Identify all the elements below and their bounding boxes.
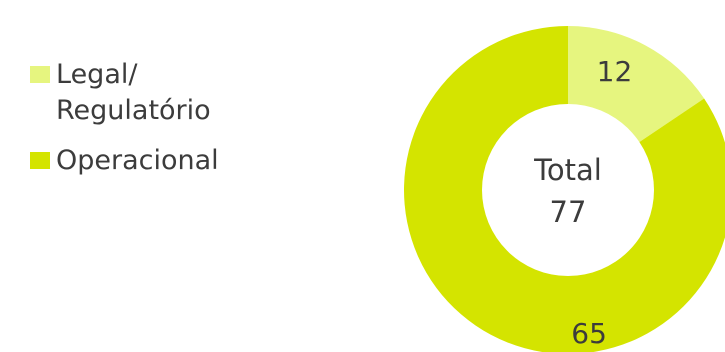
chart-legend: Legal/ Regulatório Operacional — [30, 57, 219, 193]
center-total-value: 77 — [550, 195, 587, 229]
legend-item-legal-regulatorio: Legal/ Regulatório — [30, 57, 219, 129]
legend-label-legal-regulatorio: Legal/ Regulatório — [56, 59, 211, 126]
legend-item-operacional: Operacional — [30, 143, 219, 179]
slice-labels: 12 65 — [571, 55, 632, 350]
slice-label-operacional: 65 — [571, 317, 607, 350]
legend-label-operacional: Operacional — [56, 145, 219, 176]
slice-label-legal-regulat-rio: 12 — [597, 55, 633, 88]
legend-swatch-legal-regulatorio — [30, 66, 50, 83]
center-total-label: Total — [533, 153, 602, 187]
legend-swatch-operacional — [30, 152, 50, 169]
donut-hole — [482, 104, 654, 276]
